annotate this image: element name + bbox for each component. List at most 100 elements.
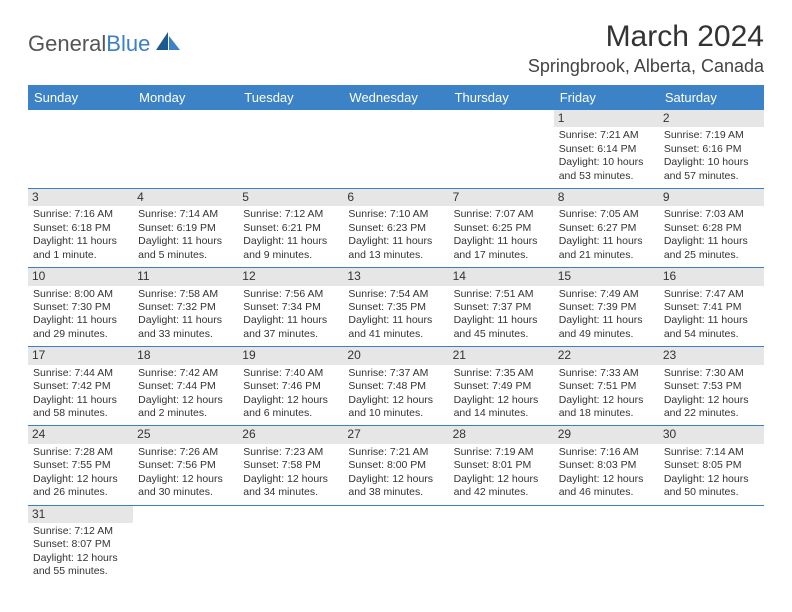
daylight-label: Daylight: 11 hours (559, 314, 654, 327)
daylight-label: Daylight: 12 hours (559, 473, 654, 486)
sunrise-label: Sunrise: 7:12 AM (243, 208, 338, 221)
calendar-cell-empty (238, 110, 343, 189)
daylight-label: Daylight: 12 hours (348, 394, 443, 407)
sunset-label: Sunset: 6:25 PM (454, 222, 549, 235)
daylight-label: Daylight: 11 hours (559, 235, 654, 248)
calendar-cell: 26Sunrise: 7:23 AMSunset: 7:58 PMDayligh… (238, 426, 343, 505)
daylight-label: and 14 minutes. (454, 407, 549, 420)
daylight-label: Daylight: 11 hours (454, 314, 549, 327)
day-number: 1 (554, 110, 659, 127)
sunset-label: Sunset: 6:19 PM (138, 222, 233, 235)
day-header-thursday: Thursday (449, 85, 554, 110)
day-number: 22 (554, 347, 659, 364)
sunrise-label: Sunrise: 7:19 AM (454, 446, 549, 459)
sunset-label: Sunset: 7:30 PM (33, 301, 128, 314)
day-number: 6 (343, 189, 448, 206)
calendar-cell: 3Sunrise: 7:16 AMSunset: 6:18 PMDaylight… (28, 189, 133, 268)
calendar-cell: 28Sunrise: 7:19 AMSunset: 8:01 PMDayligh… (449, 426, 554, 505)
sunrise-label: Sunrise: 7:21 AM (559, 129, 654, 142)
calendar-cell-empty (133, 110, 238, 189)
day-number: 4 (133, 189, 238, 206)
daylight-label: and 18 minutes. (559, 407, 654, 420)
calendar-body: 1 Sunrise: 7:21 AMSunset: 6:14 PM Daylight… (28, 110, 764, 584)
logo-text-a: General (28, 31, 106, 56)
sunrise-label: Sunrise: 7:14 AM (138, 208, 233, 221)
daylight-label: and 22 minutes. (664, 407, 759, 420)
calendar-cell: 16Sunrise: 7:47 AMSunset: 7:41 PMDayligh… (659, 268, 764, 347)
calendar-cell: 6Sunrise: 7:10 AMSunset: 6:23 PMDaylight… (343, 189, 448, 268)
calendar-cell-empty (343, 110, 448, 189)
day-number: 29 (554, 426, 659, 443)
daylight-label: Daylight: 12 hours (454, 473, 549, 486)
daylight-label: and 13 minutes. (348, 249, 443, 262)
day-number: 5 (238, 189, 343, 206)
day-number: 20 (343, 347, 448, 364)
daylight-label: Daylight: 11 hours (138, 314, 233, 327)
day-number: 3 (28, 189, 133, 206)
sunset-label: Sunset: 6:14 PM (559, 143, 654, 156)
daylight-label: and 46 minutes. (559, 486, 654, 499)
day-number: 14 (449, 268, 554, 285)
daylight-label: and 6 minutes. (243, 407, 338, 420)
daylight-label: Daylight: 12 hours (243, 394, 338, 407)
sunrise-label: Sunrise: 7:58 AM (138, 288, 233, 301)
daylight-label: Daylight: 12 hours (138, 394, 233, 407)
calendar-table: SundayMondayTuesdayWednesdayThursdayFrid… (28, 85, 764, 584)
daylight-label: Daylight: 11 hours (243, 314, 338, 327)
sunset-label: Sunset: 6:21 PM (243, 222, 338, 235)
sunset-label: Sunset: 7:34 PM (243, 301, 338, 314)
daylight-label: and 49 minutes. (559, 328, 654, 341)
daylight-label: Daylight: 12 hours (559, 394, 654, 407)
sunrise-label: Sunrise: 7:10 AM (348, 208, 443, 221)
daylight-label: and 50 minutes. (664, 486, 759, 499)
sunset-label: Sunset: 7:32 PM (138, 301, 233, 314)
sunrise-label: Sunrise: 7:54 AM (348, 288, 443, 301)
calendar-cell: 12Sunrise: 7:56 AMSunset: 7:34 PMDayligh… (238, 268, 343, 347)
calendar-cell-empty (449, 505, 554, 584)
calendar-cell-empty (133, 505, 238, 584)
sunrise-label: Sunrise: 7:23 AM (243, 446, 338, 459)
daylight-label: Daylight: 11 hours (664, 235, 759, 248)
calendar-cell: 13Sunrise: 7:54 AMSunset: 7:35 PMDayligh… (343, 268, 448, 347)
day-number: 17 (28, 347, 133, 364)
calendar-week-row: 3Sunrise: 7:16 AMSunset: 6:18 PMDaylight… (28, 189, 764, 268)
sunset-label: Sunset: 7:48 PM (348, 380, 443, 393)
sunset-label: Sunset: 8:07 PM (33, 538, 128, 551)
daylight-label: Daylight: 12 hours (33, 473, 128, 486)
calendar-cell: 8Sunrise: 7:05 AMSunset: 6:27 PMDaylight… (554, 189, 659, 268)
calendar-cell: 23Sunrise: 7:30 AMSunset: 7:53 PMDayligh… (659, 347, 764, 426)
calendar-cell-empty (28, 110, 133, 189)
daylight-label: and 34 minutes. (243, 486, 338, 499)
sunrise-label: Sunrise: 7:51 AM (454, 288, 549, 301)
logo-text: GeneralBlue (28, 31, 150, 57)
daylight-label: and 42 minutes. (454, 486, 549, 499)
calendar-cell-empty (343, 505, 448, 584)
daylight-label: Daylight: 11 hours (138, 235, 233, 248)
calendar-cell: 7Sunrise: 7:07 AMSunset: 6:25 PMDaylight… (449, 189, 554, 268)
calendar-week-row: 1Sunrise: 7:21 AMSunset: 6:14 PMDaylight… (28, 110, 764, 189)
day-number: 19 (238, 347, 343, 364)
header-right: March 2024 Springbrook, Alberta, Canada (528, 20, 764, 77)
calendar-cell: 4 Sunrise: 7:14 AMSunset: 6:19 PMDaylight… (133, 189, 238, 268)
calendar-cell: 1Sunrise: 7:21 AMSunset: 6:14 PMDaylight… (554, 110, 659, 189)
sunrise-label: Sunrise: 7:33 AM (559, 367, 654, 380)
day-number: 18 (133, 347, 238, 364)
sunset-label: Sunset: 7:35 PM (348, 301, 443, 314)
daylight-label: Daylight: 11 hours (348, 314, 443, 327)
calendar-cell: 24Sunrise: 7:28 AMSunset: 7:55 PMDayligh… (28, 426, 133, 505)
sunrise-label: Sunrise: 7:28 AM (33, 446, 128, 459)
day-header-monday: Monday (133, 85, 238, 110)
day-number: 26 (238, 426, 343, 443)
sunset-label: Sunset: 7:37 PM (454, 301, 549, 314)
daylight-label: Daylight: 11 hours (243, 235, 338, 248)
sunrise-label: Sunrise: 7:44 AM (33, 367, 128, 380)
calendar-week-row: 24Sunrise: 7:28 AMSunset: 7:55 PMDayligh… (28, 426, 764, 505)
calendar-cell-empty (449, 110, 554, 189)
sunrise-label: Sunrise: 7:07 AM (454, 208, 549, 221)
calendar-week-row: 17Sunrise: 7:44 AMSunset: 7:42 PMDayligh… (28, 347, 764, 426)
daylight-label: and 38 minutes. (348, 486, 443, 499)
day-number: 31 (28, 506, 133, 523)
daylight-label: and 30 minutes. (138, 486, 233, 499)
daylight-label: Daylight: 11 hours (33, 314, 128, 327)
daylight-label: and 1 minute. (33, 249, 128, 262)
